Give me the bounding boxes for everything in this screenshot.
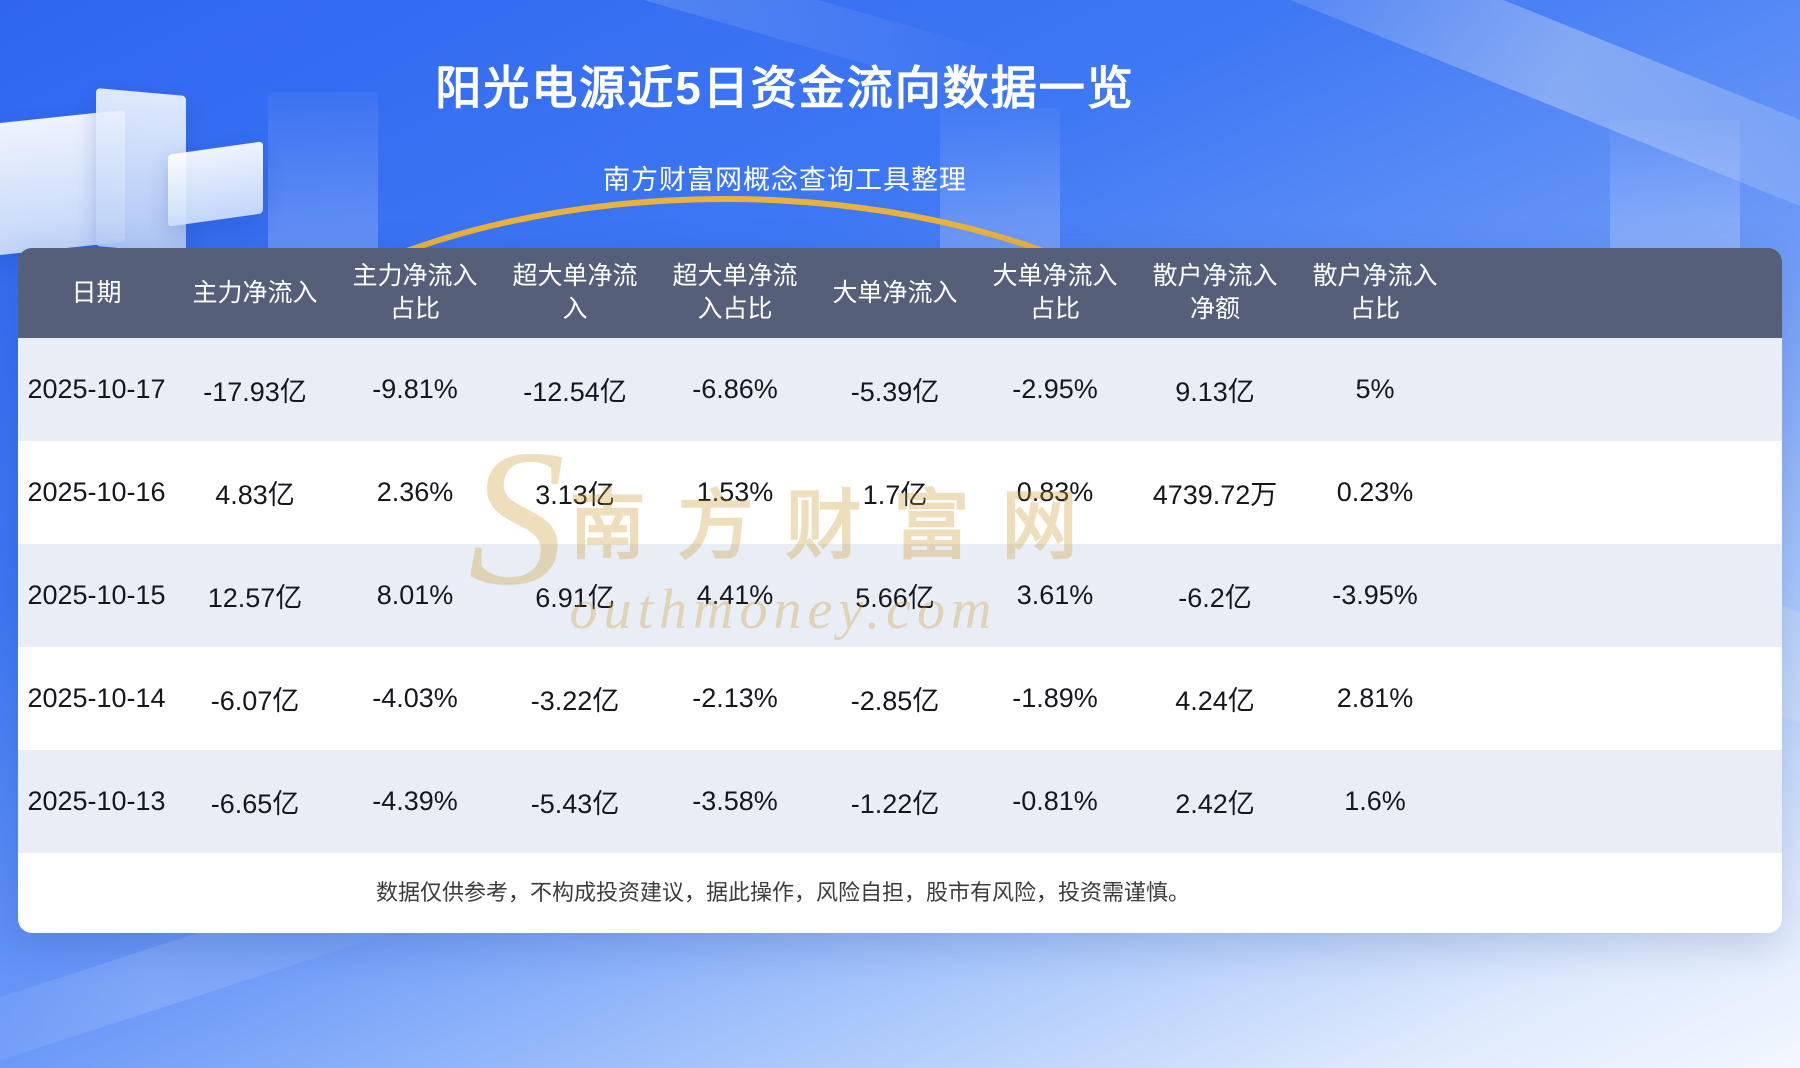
table-header-row: 日期 主力净流入 主力净流入 占比 超大单净流 入 超大单净流 入占比 大单净流…: [18, 248, 1782, 338]
cell-value: -5.43亿: [530, 789, 620, 819]
cell-value: 5.66亿: [855, 583, 935, 613]
cell-value: 8.01%: [376, 580, 454, 610]
cell-value: 2.36%: [376, 477, 454, 507]
cell-value: -4.39%: [372, 786, 458, 816]
col-header-large-order-net-inflow: 大单净流入: [832, 278, 958, 307]
cell-value: -17.93亿: [203, 377, 307, 407]
cell-value: -6.2亿: [1178, 583, 1252, 613]
cell-value: 4.83亿: [215, 480, 295, 510]
page-subtitle: 南方财富网概念查询工具整理: [603, 165, 967, 195]
cell-value: 4.41%: [696, 580, 774, 610]
cell-date: 2025-10-15: [27, 580, 166, 610]
cell-value: 6.91亿: [535, 583, 615, 613]
cell-value: 5%: [1355, 374, 1395, 404]
cell-value: -3.22亿: [530, 686, 620, 716]
cell-value: -5.39亿: [850, 377, 940, 407]
col-header-xl-order-net-inflow-ratio: 超大单净流 入占比: [672, 262, 798, 323]
table-row: 2025-10-16 4.83亿 2.36% 3.13亿 1.53% 1.7亿 …: [18, 441, 1782, 544]
cell-value: 3.13亿: [535, 480, 615, 510]
glass-pillar-decor: [268, 92, 378, 248]
col-header-retail-net-inflow-ratio: 散户净流入 占比: [1312, 262, 1438, 323]
table-row: 2025-10-17 -17.93亿 -9.81% -12.54亿 -6.86%…: [18, 338, 1782, 441]
cell-value: 0.83%: [1016, 477, 1094, 507]
page-header: 阳光电源近5日资金流向数据一览 南方财富网概念查询工具整理: [0, 0, 1570, 197]
cell-value: 1.7亿: [862, 480, 928, 510]
cell-value: -1.22亿: [850, 789, 940, 819]
cell-value: 1.53%: [696, 477, 774, 507]
table-row: 2025-10-14 -6.07亿 -4.03% -3.22亿 -2.13% -…: [18, 647, 1782, 750]
cell-value: -4.03%: [372, 683, 458, 713]
cell-value: -0.81%: [1012, 786, 1098, 816]
cell-value: 4739.72万: [1152, 480, 1278, 510]
cell-value: -2.13%: [692, 683, 778, 713]
cell-value: 2.81%: [1336, 683, 1414, 713]
cell-value: -2.85亿: [850, 686, 940, 716]
cell-date: 2025-10-16: [27, 477, 166, 507]
cell-date: 2025-10-14: [27, 683, 166, 713]
cell-value: 2.42亿: [1175, 789, 1255, 819]
cell-value: -6.07亿: [210, 686, 300, 716]
cell-value: -3.95%: [1332, 580, 1418, 610]
table-row: 2025-10-13 -6.65亿 -4.39% -5.43亿 -3.58% -…: [18, 750, 1782, 853]
col-header-main-net-inflow: 主力净流入: [192, 278, 318, 307]
cell-value: 9.13亿: [1175, 377, 1255, 407]
col-header-date: 日期: [71, 278, 122, 307]
disclaimer-bar: 数据仅供参考，不构成投资建议，据此操作，风险自担，股市有风险，投资需谨慎。: [18, 853, 1782, 933]
glass-pillar-decor: [1610, 120, 1740, 248]
col-header-xl-order-net-inflow: 超大单净流 入: [512, 262, 638, 323]
table-row: 2025-10-15 12.57亿 8.01% 6.91亿 4.41% 5.66…: [18, 544, 1782, 647]
cell-value: 12.57亿: [207, 583, 303, 613]
gold-arc: [150, 196, 1300, 250]
cell-value: -12.54亿: [523, 377, 627, 407]
disclaimer-text: 数据仅供参考，不构成投资建议，据此操作，风险自担，股市有风险，投资需谨慎。: [375, 880, 1190, 905]
cell-value: -3.58%: [692, 786, 778, 816]
cell-value: -6.86%: [692, 374, 778, 404]
cell-value: 0.23%: [1336, 477, 1414, 507]
cell-value: 1.6%: [1344, 786, 1406, 816]
cell-value: -6.65亿: [210, 789, 300, 819]
cell-date: 2025-10-17: [27, 374, 166, 404]
col-header-large-order-net-inflow-ratio: 大单净流入 占比: [992, 262, 1118, 323]
fund-flow-table: 日期 主力净流入 主力净流入 占比 超大单净流 入 超大单净流 入占比 大单净流…: [18, 248, 1782, 933]
cell-value: -1.89%: [1012, 683, 1098, 713]
col-header-retail-net-inflow: 散户净流入 净额: [1152, 262, 1278, 323]
col-header-main-net-inflow-ratio: 主力净流入 占比: [352, 262, 478, 323]
cell-value: -2.95%: [1012, 374, 1098, 404]
cell-value: 3.61%: [1016, 580, 1094, 610]
cell-date: 2025-10-13: [27, 786, 166, 816]
cell-value: 4.24亿: [1175, 686, 1255, 716]
cell-value: -9.81%: [372, 374, 458, 404]
page-title: 阳光电源近5日资金流向数据一览: [435, 62, 1135, 114]
